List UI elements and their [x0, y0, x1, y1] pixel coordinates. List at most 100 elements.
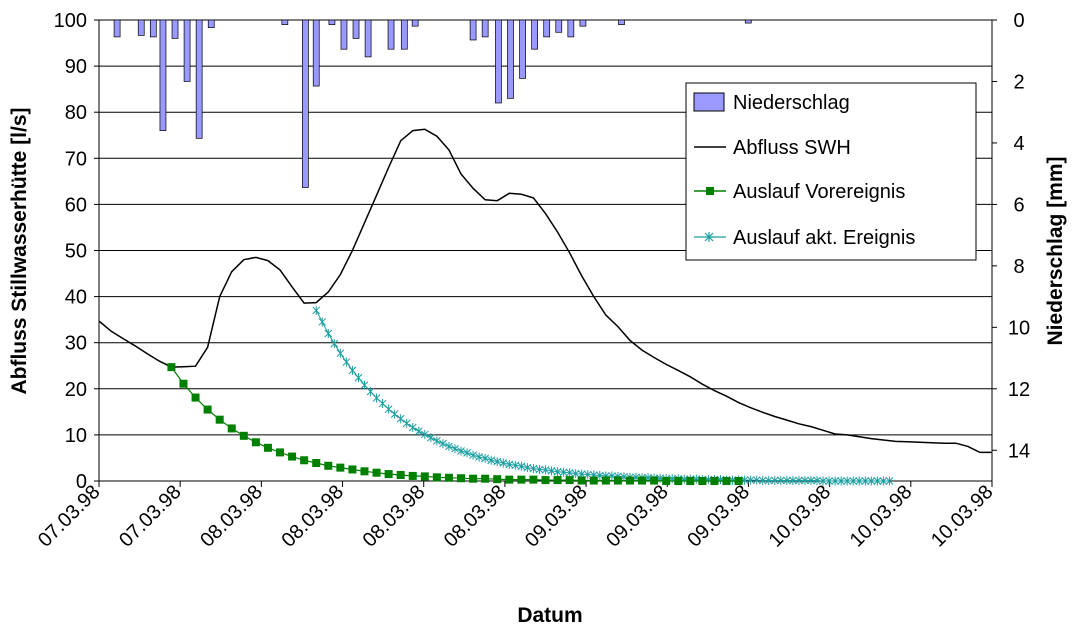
auslauf-vorereignis-marker: [469, 474, 478, 483]
y2-tick-label: 12: [1008, 379, 1030, 401]
x-tick-label: 10.03.98: [765, 481, 836, 552]
auslauf-akt-marker: [396, 414, 405, 424]
auslauf-akt-marker: [451, 444, 459, 454]
auslauf-akt-marker: [837, 476, 846, 486]
x-tick-label: 08.03.98: [440, 481, 511, 552]
niederschlag-bar: [543, 19, 551, 38]
auslauf-vorereignis-marker: [493, 475, 502, 484]
y-tick-label: 20: [65, 379, 87, 401]
y2-axis-title: Niederschlag [mm]: [1044, 156, 1067, 345]
x-tick-label: 10.03.98: [927, 481, 998, 552]
auslauf-akt-marker: [867, 476, 876, 486]
auslauf-vorereignis-marker: [203, 405, 212, 414]
auslauf-akt-marker: [517, 461, 526, 471]
auslauf-vorereignis-marker: [432, 473, 441, 482]
niederschlag-bar: [328, 19, 336, 25]
auslauf-vorereignis-marker: [336, 463, 345, 472]
auslauf-vorereignis-line: [170, 366, 739, 482]
auslauf-akt-marker: [879, 476, 888, 486]
auslauf-akt-marker: [795, 476, 803, 486]
y-axis-title: Abfluss Stillwasserhütte [l/s]: [8, 107, 31, 394]
auslauf-vorereignis-marker: [553, 476, 562, 485]
auslauf-akt-marker: [499, 458, 508, 468]
legend-swatch-niederschlag: [693, 92, 725, 112]
auslauf-vorereignis-marker: [300, 456, 309, 465]
auslauf-akt-marker: [885, 476, 894, 486]
y2-tick-label: 14: [1008, 440, 1030, 462]
auslauf-akt-marker: [861, 476, 870, 486]
auslauf-vorereignis-marker: [191, 393, 200, 402]
auslauf-akt-marker: [481, 453, 490, 463]
y-tick-label: 80: [65, 102, 87, 124]
niederschlag-bar: [411, 19, 419, 27]
auslauf-akt-marker: [559, 467, 568, 477]
y-tick-label: 60: [65, 194, 87, 216]
auslauf-akt-marker: [414, 426, 423, 436]
auslauf-akt-marker: [855, 476, 864, 486]
auslauf-akt-marker: [372, 393, 381, 403]
x-tick-label: 08.03.98: [196, 481, 267, 552]
niederschlag-bar: [400, 19, 408, 50]
auslauf-vorereignis-marker: [613, 476, 622, 485]
auslauf-vorereignis-marker: [167, 363, 176, 372]
auslauf-akt-marker: [825, 476, 833, 486]
auslauf-vorereignis-marker: [505, 475, 514, 484]
auslauf-akt-marker: [366, 387, 375, 397]
auslauf-vorereignis-marker: [734, 477, 743, 485]
auslauf-akt-line: [315, 310, 890, 482]
y2-tick-label: 2: [1013, 71, 1024, 93]
niederschlag-bar: [744, 19, 752, 24]
niederschlag-bar: [507, 19, 514, 99]
auslauf-vorereignis-marker: [179, 379, 188, 388]
x-axis-title: Datum: [517, 604, 582, 627]
auslauf-akt-marker: [831, 476, 839, 486]
legend: Niederschlag Abfluss SWH Auslauf Vorerei…: [685, 82, 977, 261]
auslauf-vorereignis-marker: [577, 476, 586, 485]
niederschlag-bar: [364, 19, 372, 58]
auslauf-akt-marker: [439, 439, 447, 449]
auslauf-vorereignis-marker: [686, 477, 695, 485]
auslauf-akt-marker: [776, 476, 785, 486]
auslauf-akt-marker: [427, 433, 435, 443]
auslauf-vorereignis-marker: [384, 470, 393, 479]
y2-tick-label: 4: [1013, 133, 1024, 155]
x-tick-label: 09.03.98: [683, 481, 754, 552]
auslauf-vorereignis-marker: [239, 431, 248, 440]
x-tick-label: 07.03.98: [115, 481, 186, 552]
auslauf-akt-marker: [843, 476, 852, 486]
auslauf-akt-marker: [758, 476, 767, 486]
x-tick-label: 08.03.98: [359, 481, 430, 552]
auslauf-vorereignis-marker: [710, 477, 719, 485]
auslauf-akt-marker: [330, 339, 339, 349]
y-tick-label: 70: [65, 148, 87, 170]
auslauf-akt-marker: [402, 418, 411, 428]
auslauf-akt-marker: [433, 436, 441, 446]
x-tick-label: 09.03.98: [521, 481, 592, 552]
niederschlag-bar: [519, 19, 526, 79]
niederschlag-bar: [149, 19, 157, 38]
auslauf-akt-marker: [493, 457, 502, 467]
auslauf-akt-marker: [789, 476, 797, 486]
niederschlag-bar: [495, 19, 502, 104]
auslauf-akt-marker: [849, 476, 858, 486]
auslauf-akt-marker: [535, 464, 544, 474]
auslauf-vorereignis-marker: [372, 468, 381, 477]
auslauf-vorereignis-marker: [360, 467, 369, 476]
auslauf-vorereignis-marker: [348, 465, 357, 474]
legend-label-aktuell: Auslauf akt. Ereignis: [733, 227, 915, 249]
niederschlag-bar: [195, 19, 203, 139]
auslauf-akt-marker: [324, 328, 333, 338]
auslauf-akt-marker: [813, 476, 821, 486]
legend-label-niederschlag: Niederschlag: [733, 92, 850, 114]
niederschlag-bar: [207, 19, 215, 29]
niederschlag-bar: [481, 19, 489, 38]
niederschlag-bar: [171, 19, 179, 39]
auslauf-vorereignis-marker: [408, 471, 417, 480]
niederschlag-bar: [567, 19, 575, 38]
auslauf-vorereignis-marker: [722, 477, 731, 485]
niederschlag-bar: [531, 19, 538, 50]
y-tick-label: 100: [54, 10, 87, 32]
auslauf-akt-marker: [336, 348, 345, 358]
auslauf-vorereignis-marker: [312, 459, 321, 468]
